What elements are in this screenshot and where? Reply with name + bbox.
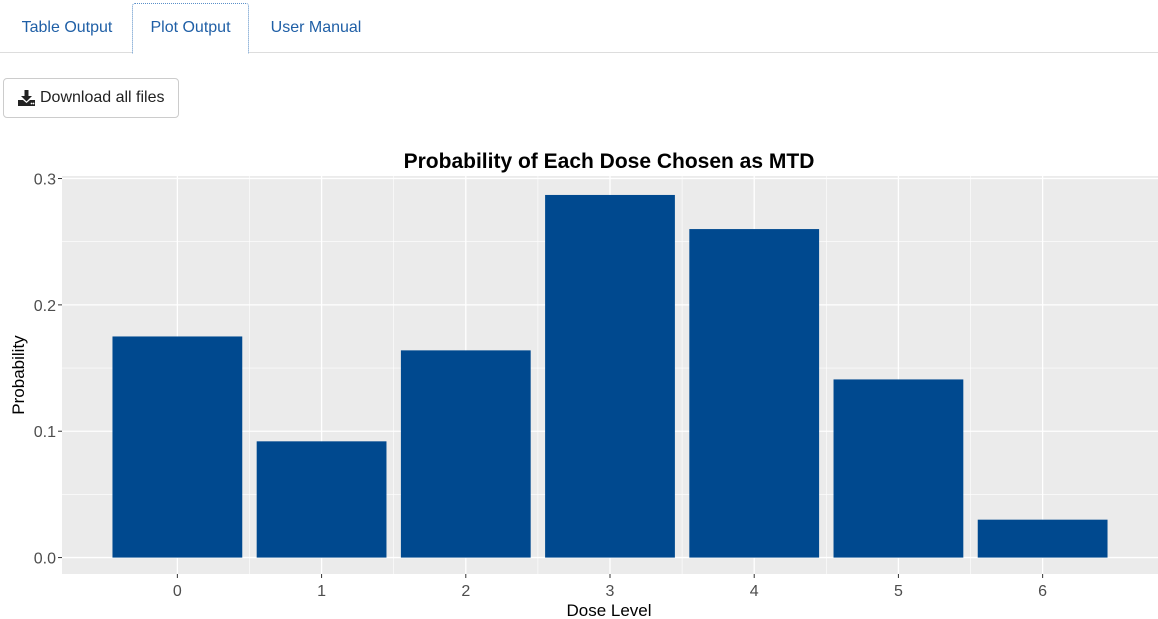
bar-dose-2 — [400, 350, 531, 558]
y-axis: 0.0 0.1 0.2 0.3 — [34, 172, 62, 568]
x-tick-label: 0 — [173, 583, 182, 600]
tab-plot-output[interactable]: Plot Output — [132, 3, 249, 54]
bars — [112, 194, 1108, 558]
y-tick-label: 0.1 — [34, 424, 56, 441]
download-icon — [18, 90, 35, 106]
x-axis-label: Dose Level — [566, 601, 651, 619]
bar-dose-0 — [112, 336, 243, 558]
x-tick-label: 4 — [750, 583, 759, 600]
x-tick-label: 3 — [606, 583, 615, 600]
bar-dose-5 — [833, 379, 964, 558]
bar-dose-6 — [977, 519, 1108, 558]
x-tick-label: 5 — [894, 583, 903, 600]
tab-bar: Table Output Plot Output User Manual — [0, 0, 1158, 54]
download-button-label: Download all files — [40, 89, 165, 106]
x-tick-label: 1 — [317, 583, 326, 600]
chart-title: Probability of Each Dose Chosen as MTD — [404, 150, 815, 173]
bar-dose-1 — [256, 441, 387, 558]
y-tick-label: 0.3 — [34, 172, 56, 189]
y-tick-label: 0.2 — [34, 298, 56, 315]
y-tick-label: 0.0 — [34, 551, 56, 568]
y-axis-label: Probability — [9, 335, 28, 415]
bar-dose-3 — [545, 194, 675, 558]
download-all-button[interactable]: Download all files — [3, 78, 179, 118]
tab-user-manual[interactable]: User Manual — [270, 19, 362, 36]
x-tick-label: 2 — [461, 583, 470, 600]
bar-chart: Probability of Each Dose Chosen as MTD 0… — [9, 150, 1158, 619]
tab-table-output[interactable]: Table Output — [21, 19, 113, 36]
x-tick-label: 6 — [1038, 583, 1047, 600]
bar-dose-4 — [689, 229, 820, 558]
x-axis: 0 1 2 3 4 5 6 — [173, 574, 1047, 600]
